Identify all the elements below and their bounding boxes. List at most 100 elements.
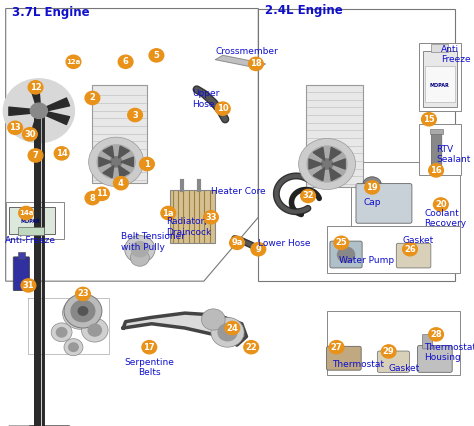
Text: 20: 20 [435, 200, 447, 209]
Circle shape [128, 108, 142, 122]
Text: 2.4L Engine: 2.4L Engine [265, 4, 343, 17]
FancyBboxPatch shape [330, 241, 362, 268]
Circle shape [131, 242, 148, 257]
FancyBboxPatch shape [356, 184, 412, 223]
Circle shape [72, 305, 90, 321]
Text: RTV
Sealant: RTV Sealant [436, 145, 471, 164]
Circle shape [363, 177, 382, 194]
FancyBboxPatch shape [430, 129, 443, 134]
Circle shape [244, 341, 259, 354]
Text: 24: 24 [227, 323, 238, 333]
Polygon shape [329, 147, 341, 160]
Text: Radiator,
Draincock: Radiator, Draincock [166, 217, 211, 237]
Circle shape [422, 113, 436, 126]
Text: 10: 10 [217, 104, 228, 113]
FancyBboxPatch shape [431, 44, 448, 52]
Text: Belt Tensioner
with Pully: Belt Tensioner with Pully [121, 232, 185, 252]
Circle shape [97, 145, 135, 179]
Text: 7: 7 [33, 151, 38, 160]
FancyBboxPatch shape [9, 207, 55, 234]
Text: Serpentine
Belts: Serpentine Belts [124, 358, 174, 377]
FancyBboxPatch shape [327, 226, 460, 273]
Circle shape [64, 339, 83, 356]
Text: 8: 8 [90, 193, 95, 203]
Circle shape [21, 279, 36, 292]
Text: 30: 30 [24, 130, 36, 139]
Circle shape [299, 138, 356, 190]
Text: Thermostat: Thermostat [332, 360, 384, 369]
Text: 29: 29 [383, 347, 394, 356]
Polygon shape [309, 159, 322, 169]
Text: Anti-Freeze: Anti-Freeze [5, 236, 56, 245]
Circle shape [56, 328, 67, 337]
Circle shape [130, 249, 149, 266]
Text: Cap: Cap [364, 198, 381, 207]
Text: 32: 32 [302, 191, 314, 201]
Circle shape [85, 191, 100, 204]
Text: Water Pump: Water Pump [339, 256, 394, 265]
Circle shape [3, 79, 74, 143]
Polygon shape [313, 168, 325, 181]
Text: 4: 4 [118, 178, 124, 188]
FancyBboxPatch shape [18, 227, 44, 235]
Circle shape [248, 58, 264, 71]
Text: Anti
Freeze: Anti Freeze [441, 45, 470, 64]
FancyBboxPatch shape [425, 66, 455, 102]
Text: 1a: 1a [163, 208, 174, 218]
Circle shape [429, 328, 444, 341]
FancyBboxPatch shape [170, 190, 215, 243]
FancyBboxPatch shape [13, 257, 29, 291]
Text: 11: 11 [96, 189, 108, 199]
FancyBboxPatch shape [419, 43, 461, 111]
Text: Gasket: Gasket [403, 236, 434, 245]
Circle shape [402, 242, 417, 256]
FancyBboxPatch shape [92, 85, 147, 183]
Circle shape [69, 343, 78, 351]
Polygon shape [103, 146, 114, 158]
Circle shape [54, 147, 69, 160]
Circle shape [142, 341, 156, 354]
Text: 14: 14 [56, 149, 67, 158]
FancyBboxPatch shape [418, 345, 452, 372]
Circle shape [337, 247, 355, 262]
Circle shape [118, 55, 133, 69]
Text: 19: 19 [366, 183, 378, 192]
Circle shape [66, 55, 81, 69]
Text: 15: 15 [423, 115, 435, 124]
Circle shape [251, 242, 265, 256]
Text: 3: 3 [132, 110, 138, 120]
Text: 3.7L Engine: 3.7L Engine [12, 6, 90, 20]
Text: 33: 33 [205, 213, 217, 222]
Polygon shape [329, 168, 341, 181]
FancyBboxPatch shape [431, 131, 442, 171]
Text: MOPAR: MOPAR [430, 83, 450, 88]
Circle shape [71, 300, 95, 322]
Circle shape [30, 103, 47, 118]
Polygon shape [121, 157, 133, 167]
Text: 23: 23 [77, 289, 89, 299]
Text: Heater Core: Heater Core [211, 187, 265, 196]
Text: 9: 9 [255, 245, 261, 254]
Circle shape [301, 189, 316, 202]
FancyBboxPatch shape [396, 243, 431, 268]
FancyBboxPatch shape [351, 162, 460, 226]
Text: 25: 25 [336, 238, 347, 248]
Polygon shape [123, 313, 246, 345]
Circle shape [365, 181, 379, 194]
Text: 1: 1 [144, 159, 150, 169]
Circle shape [218, 324, 237, 341]
Polygon shape [216, 55, 265, 68]
Circle shape [18, 206, 33, 220]
FancyBboxPatch shape [18, 252, 25, 259]
Circle shape [110, 157, 122, 167]
FancyBboxPatch shape [419, 124, 461, 175]
Circle shape [82, 318, 108, 342]
Text: 31: 31 [23, 281, 34, 290]
Circle shape [201, 309, 225, 330]
Circle shape [211, 317, 244, 347]
Text: 12: 12 [30, 83, 41, 92]
Circle shape [89, 137, 144, 187]
Text: 18: 18 [250, 59, 262, 69]
Circle shape [75, 287, 90, 301]
Circle shape [329, 341, 344, 354]
